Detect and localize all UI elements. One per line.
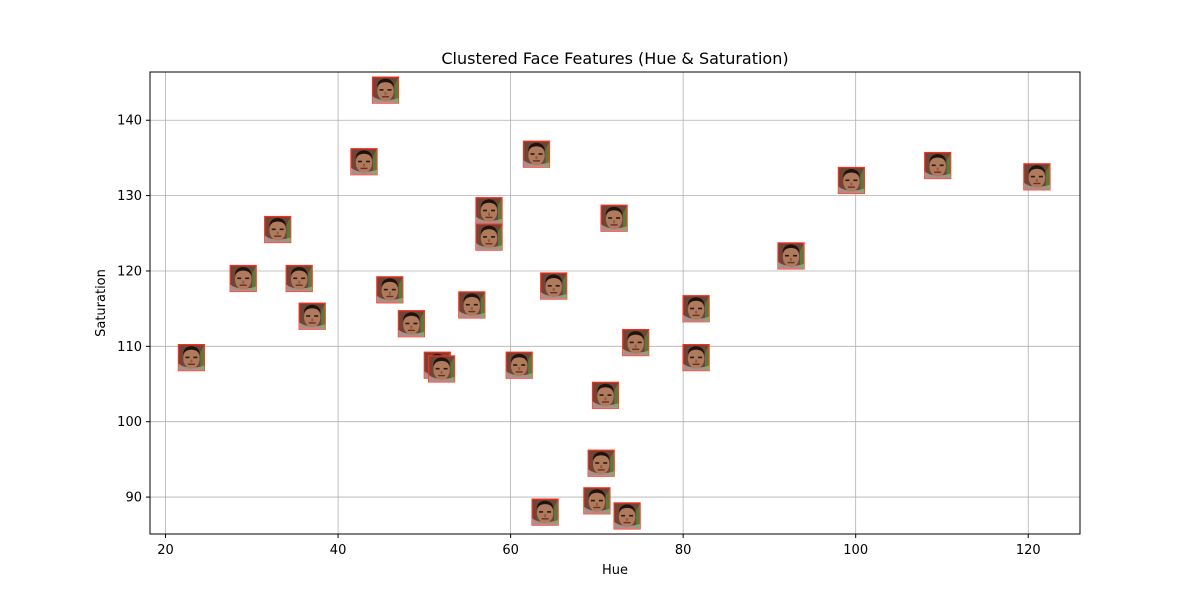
face-point [600,204,628,232]
axes-frame [149,71,1081,535]
face-point [682,295,710,323]
face-point [371,76,400,104]
face-point [777,242,805,270]
face-thumbnail-marker [298,302,326,330]
face-thumbnail-marker [397,310,425,338]
face-point [428,355,456,383]
face-point [540,272,568,300]
face-point [682,344,710,372]
face-thumbnail-marker [600,204,628,232]
face-thumbnail-marker [613,502,641,530]
y-tick-label: 90 [125,491,142,506]
face-thumbnail-marker [837,166,866,195]
face-thumbnail-marker [1023,163,1051,191]
face-thumbnail-marker [924,151,952,180]
face-point [177,344,205,372]
face-thumbnail-marker [777,242,805,270]
face-thumbnail-marker [475,223,503,251]
face-thumbnail-marker [531,498,559,526]
x-tick-label: 20 [157,543,174,558]
x-tick-label: 60 [502,543,519,558]
face-thumbnail-marker [428,355,456,383]
face-point [583,487,611,515]
face-point [298,302,326,330]
y-tick-label: 110 [117,340,142,355]
face-point [505,351,533,379]
face-point [587,449,615,477]
face-thumbnail-marker [350,148,378,176]
face-thumbnail-marker [682,344,710,372]
y-axis-label: Saturation [94,269,109,337]
face-thumbnail-marker [264,215,292,244]
x-tick-label: 80 [675,543,692,558]
face-thumbnail-marker [540,272,568,300]
face-thumbnail-marker [475,197,503,225]
x-tick-label: 120 [1016,543,1041,558]
face-thumbnail-marker [285,264,313,293]
face-point [350,148,378,176]
x-axis-label: Hue [602,563,628,578]
face-point [591,381,620,409]
x-tick-label: 40 [330,543,347,558]
face-point [458,291,486,319]
face-point [613,502,641,530]
face-point [475,197,503,225]
y-tick-label: 130 [117,189,142,204]
chart-title: Clustered Face Features (Hue & Saturatio… [441,49,788,68]
face-thumbnail-marker [177,344,205,372]
face-thumbnail-marker [458,291,486,319]
face-thumbnail-marker [522,140,551,168]
face-point [285,264,313,293]
x-tick-label: 100 [843,543,868,558]
face-thumbnail-marker [591,381,620,409]
face-point [531,498,559,526]
face-point [837,166,866,195]
face-thumbnail-marker [376,276,404,304]
face-point [475,223,503,251]
face-thumbnail-marker [622,329,650,357]
face-point [376,276,404,304]
face-point [1023,163,1051,191]
face-point [622,329,650,357]
face-thumbnail-marker [583,487,611,515]
face-thumbnail-marker [682,295,710,323]
face-thumbnail-marker [371,76,400,104]
face-thumbnail-marker [229,264,257,293]
y-tick-label: 100 [117,415,142,430]
y-tick-label: 140 [117,114,142,129]
face-point [924,151,952,180]
face-thumbnail-marker [587,449,615,477]
face-point [397,310,425,338]
plot-area [150,72,1080,534]
y-tick-label: 120 [117,264,142,279]
face-thumbnail-marker [505,351,533,379]
face-point [264,215,292,244]
face-point [229,264,257,293]
face-point [522,140,551,168]
